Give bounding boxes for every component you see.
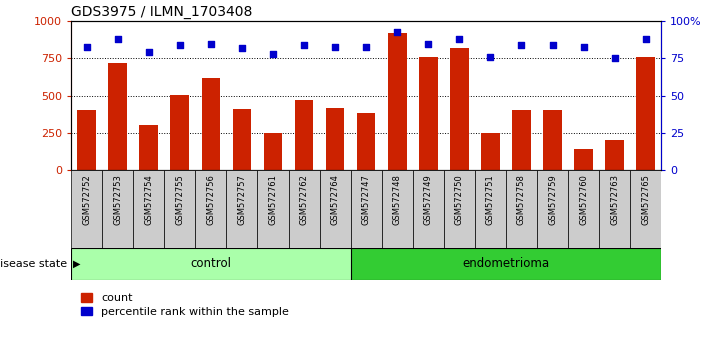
- Bar: [326, 108, 344, 170]
- Point: [174, 42, 186, 48]
- Bar: [605, 140, 624, 170]
- Bar: [444, 170, 475, 248]
- Text: endometrioma: endometrioma: [462, 257, 550, 270]
- Point: [81, 44, 92, 49]
- Text: GSM572754: GSM572754: [144, 174, 154, 224]
- Bar: [77, 110, 96, 170]
- Bar: [171, 95, 189, 170]
- Bar: [201, 78, 220, 170]
- Text: GSM572758: GSM572758: [517, 174, 526, 225]
- Text: control: control: [191, 257, 231, 270]
- Bar: [599, 170, 630, 248]
- Text: GSM572751: GSM572751: [486, 174, 495, 224]
- Text: GSM572753: GSM572753: [113, 174, 122, 225]
- Bar: [382, 170, 413, 248]
- Text: GSM572760: GSM572760: [579, 174, 588, 225]
- Text: GSM572765: GSM572765: [641, 174, 650, 225]
- Text: GSM572761: GSM572761: [269, 174, 277, 225]
- Text: GSM572755: GSM572755: [176, 174, 184, 224]
- Text: ▶: ▶: [73, 259, 80, 269]
- Bar: [413, 170, 444, 248]
- Point: [143, 50, 154, 55]
- Bar: [357, 113, 375, 170]
- Point: [360, 44, 372, 49]
- Text: GSM572756: GSM572756: [206, 174, 215, 225]
- Bar: [506, 170, 537, 248]
- Bar: [139, 125, 158, 170]
- Bar: [481, 133, 500, 170]
- Bar: [351, 170, 382, 248]
- Point: [299, 42, 310, 48]
- Bar: [133, 170, 164, 248]
- Text: GSM572763: GSM572763: [610, 174, 619, 225]
- Bar: [537, 170, 568, 248]
- Bar: [226, 170, 257, 248]
- Bar: [450, 48, 469, 170]
- Bar: [319, 170, 351, 248]
- Bar: [264, 133, 282, 170]
- Point: [205, 41, 217, 46]
- Bar: [196, 170, 226, 248]
- Text: GSM572747: GSM572747: [362, 174, 370, 225]
- Point: [236, 45, 247, 51]
- Bar: [164, 170, 196, 248]
- Point: [609, 56, 620, 61]
- Bar: [71, 248, 351, 280]
- Point: [422, 41, 434, 46]
- Legend: count, percentile rank within the sample: count, percentile rank within the sample: [77, 289, 294, 321]
- Bar: [289, 170, 319, 248]
- Point: [112, 36, 124, 42]
- Point: [578, 44, 589, 49]
- Point: [392, 29, 403, 34]
- Text: GSM572764: GSM572764: [331, 174, 340, 225]
- Bar: [108, 63, 127, 170]
- Point: [267, 51, 279, 57]
- Bar: [543, 110, 562, 170]
- Bar: [630, 170, 661, 248]
- Text: GSM572757: GSM572757: [237, 174, 247, 225]
- Bar: [351, 248, 661, 280]
- Bar: [388, 33, 407, 170]
- Bar: [257, 170, 289, 248]
- Text: GSM572762: GSM572762: [299, 174, 309, 225]
- Point: [640, 36, 651, 42]
- Point: [515, 42, 527, 48]
- Bar: [232, 109, 251, 170]
- Point: [547, 42, 558, 48]
- Text: GSM572752: GSM572752: [82, 174, 91, 224]
- Bar: [419, 57, 437, 170]
- Text: GSM572749: GSM572749: [424, 174, 433, 224]
- Bar: [295, 100, 314, 170]
- Text: GSM572759: GSM572759: [548, 174, 557, 224]
- Text: GDS3975 / ILMN_1703408: GDS3975 / ILMN_1703408: [71, 5, 252, 19]
- Point: [485, 54, 496, 60]
- Point: [329, 44, 341, 49]
- Bar: [512, 110, 531, 170]
- Bar: [568, 170, 599, 248]
- Point: [454, 36, 465, 42]
- Bar: [475, 170, 506, 248]
- Text: disease state: disease state: [0, 259, 68, 269]
- Bar: [102, 170, 133, 248]
- Text: GSM572748: GSM572748: [392, 174, 402, 225]
- Bar: [636, 57, 655, 170]
- Text: GSM572750: GSM572750: [455, 174, 464, 224]
- Bar: [71, 170, 102, 248]
- Bar: [574, 149, 593, 170]
